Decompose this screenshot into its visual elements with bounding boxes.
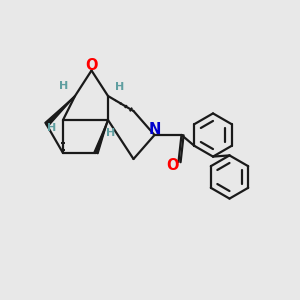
Text: O: O	[85, 58, 98, 73]
Text: H: H	[115, 82, 124, 92]
Polygon shape	[45, 96, 75, 126]
Text: H: H	[59, 81, 68, 92]
Text: H: H	[47, 123, 56, 134]
Text: O: O	[166, 158, 179, 173]
Polygon shape	[94, 120, 108, 154]
Text: H: H	[106, 128, 116, 138]
Text: N: N	[148, 122, 161, 137]
